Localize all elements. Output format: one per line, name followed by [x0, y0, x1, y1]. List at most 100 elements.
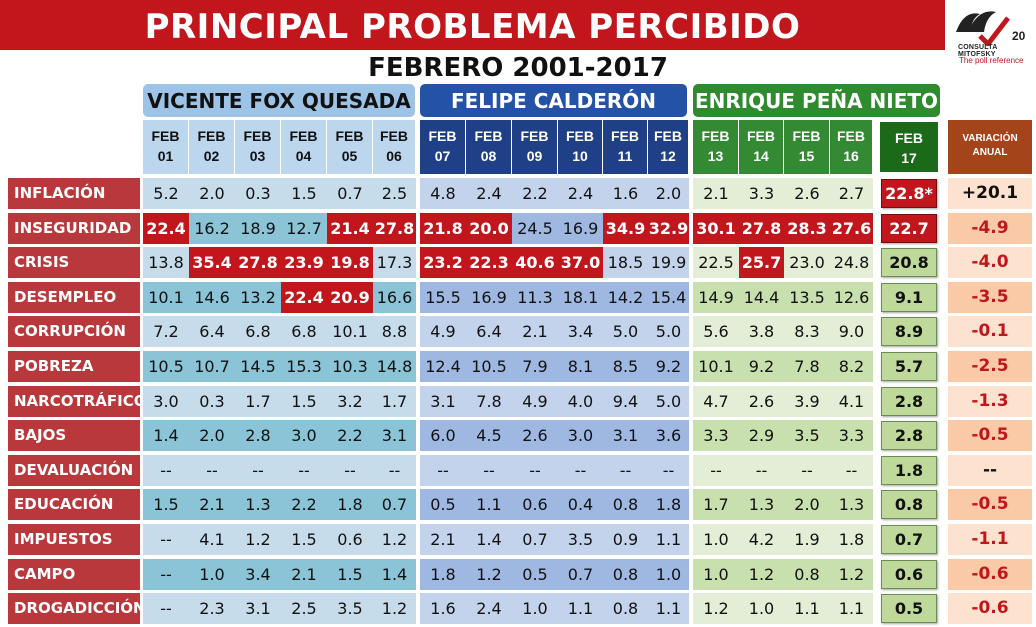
- svg-text:20: 20: [1012, 29, 1026, 43]
- table-cell: 18.9: [235, 212, 281, 244]
- table-cell: 0.7: [327, 178, 373, 209]
- table-cell: 14.8: [373, 351, 416, 382]
- year-header-year: 03: [249, 148, 266, 164]
- table-cell: 2.1: [420, 524, 466, 555]
- table-cell: 1.4: [466, 524, 512, 555]
- table-cell: --: [143, 454, 189, 486]
- highlighted-cell: 30.1: [693, 212, 739, 244]
- table-cell: 13.2: [235, 281, 281, 313]
- table-cell: 3.1: [603, 420, 648, 452]
- table-cell: --: [830, 454, 873, 486]
- table-cell: --: [235, 454, 281, 486]
- highlighted-cell: 35.4: [189, 247, 235, 279]
- table-cell: 10.1: [327, 316, 373, 348]
- table-cell: --: [512, 454, 558, 486]
- year-header-feb-07: FEB 07: [420, 120, 465, 174]
- table-cell: 18.1: [558, 281, 603, 313]
- year-header-feb-14: FEB 14: [739, 120, 783, 174]
- year-header-feb-16: FEB 16: [830, 120, 872, 174]
- table-cell: 0.8: [603, 558, 648, 590]
- table-cell: 3.6: [648, 420, 689, 452]
- year-header-year: 17: [901, 150, 917, 166]
- highlighted-cell: 40.6: [512, 247, 558, 279]
- row-label: DROGADICCIÓN: [8, 593, 146, 625]
- table-cell: 1.0: [693, 558, 739, 590]
- table-cell: 12.7: [281, 212, 327, 244]
- table-cell: 1.1: [648, 593, 689, 625]
- year-header-month: FEB: [747, 128, 775, 144]
- variation-cell: -0.6: [948, 558, 1032, 590]
- table-cell: 3.3: [693, 420, 739, 452]
- table-cell: 2.6: [512, 420, 558, 452]
- table-cell: 2.0: [189, 178, 235, 209]
- table-cell: 2.0: [189, 420, 235, 452]
- table-cell: 5.0: [648, 316, 689, 348]
- table-cell: 0.5: [420, 489, 466, 521]
- variation-cell: -2.5: [948, 351, 1032, 382]
- table-cell: 5.0: [603, 316, 648, 348]
- table-cell: 1.2: [739, 558, 784, 590]
- table-cell: 2.1: [512, 316, 558, 348]
- year-header-month: FEB: [474, 128, 503, 144]
- table-cell: 12.4: [420, 351, 466, 382]
- highlighted-cell: 27.8: [235, 247, 281, 279]
- table-cell: 2.8: [235, 420, 281, 452]
- table-cell: 5.2: [143, 178, 189, 209]
- table-cell: 13.8: [143, 247, 189, 279]
- table-cell: 3.9: [784, 385, 830, 417]
- highlighted-cell: 32.9: [648, 212, 689, 244]
- table-cell: 7.8: [466, 385, 512, 417]
- current-year-cell: 2.8: [881, 386, 937, 416]
- table-cell: --: [648, 454, 689, 486]
- logo-brand: CONSULTA MITOFSKY: [958, 44, 998, 58]
- table-cell: 2.0: [648, 178, 689, 209]
- table-cell: 2.5: [373, 178, 416, 209]
- table-cell: 0.6: [327, 524, 373, 555]
- table-cell: 2.4: [466, 178, 512, 209]
- table-cell: 10.3: [327, 351, 373, 382]
- table-cell: 0.3: [189, 385, 235, 417]
- table-cell: 1.5: [327, 558, 373, 590]
- table-cell: 1.8: [830, 524, 873, 555]
- table-cell: --: [603, 454, 648, 486]
- row-label: BAJOS SALARIOS: [8, 420, 140, 475]
- period-header-pena-nieto: ENRIQUE PEÑA NIETO: [693, 84, 940, 117]
- table-cell: 7.8: [784, 351, 830, 382]
- table-cell: 15.4: [648, 281, 689, 313]
- table-cell: 3.1: [373, 420, 416, 452]
- table-cell: 2.7: [830, 178, 873, 209]
- current-year-cell: 0.7: [881, 525, 937, 554]
- table-cell: 0.6: [512, 489, 558, 521]
- table-cell: 15.5: [420, 281, 466, 313]
- table-cell: 24.8: [830, 247, 873, 279]
- row-label: CRISIS: [8, 247, 140, 279]
- year-header-feb-03: FEB 03: [235, 120, 280, 174]
- table-cell: 1.9: [784, 524, 830, 555]
- year-header-month: FEB: [151, 128, 180, 144]
- year-header-year: 05: [341, 148, 358, 164]
- current-year-cell: 0.5: [881, 594, 937, 624]
- table-cell: 14.6: [189, 281, 235, 313]
- table-cell: 1.0: [739, 593, 784, 625]
- table-cell: 4.9: [512, 385, 558, 417]
- table-cell: 1.0: [189, 558, 235, 590]
- table-cell: 0.7: [373, 489, 416, 521]
- table-cell: 3.1: [420, 385, 466, 417]
- year-header-month: FEB: [792, 128, 821, 144]
- table-cell: 2.6: [784, 178, 830, 209]
- table-cell: 2.0: [784, 489, 830, 521]
- current-year-cell: 20.8: [881, 248, 937, 278]
- table-cell: 2.4: [466, 593, 512, 625]
- table-cell: 4.8: [420, 178, 466, 209]
- highlighted-cell: 27.8: [373, 212, 416, 244]
- year-header-month: FEB: [895, 130, 923, 146]
- table-cell: 9.4: [603, 385, 648, 417]
- table-cell: 0.5: [512, 558, 558, 590]
- table-cell: 1.6: [603, 178, 648, 209]
- table-cell: 15.3: [281, 351, 327, 382]
- table-cell: 2.1: [281, 558, 327, 590]
- table-cell: --: [693, 454, 739, 486]
- year-header-feb-13: FEB 13: [693, 120, 738, 174]
- table-cell: 1.2: [373, 593, 416, 625]
- logo-icon: 20: [956, 11, 1026, 48]
